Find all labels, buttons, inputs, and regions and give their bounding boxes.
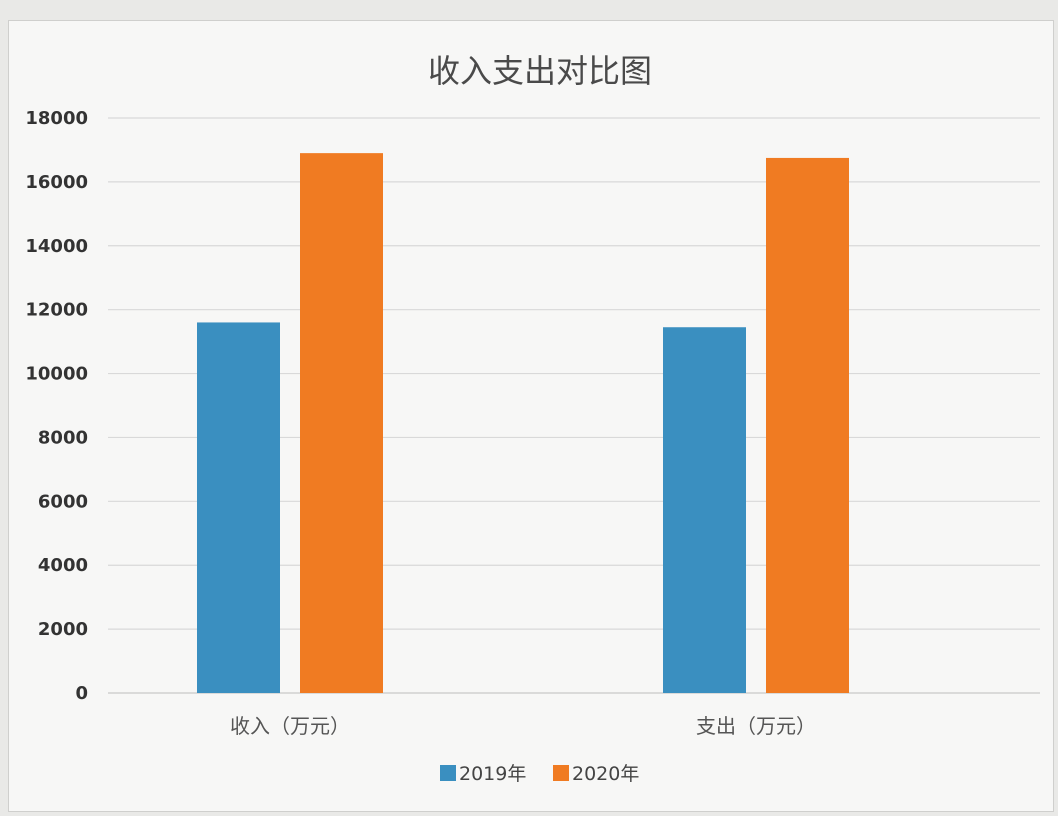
legend-label: 2020年 xyxy=(572,763,639,785)
x-category-label: 支出（万元） xyxy=(696,714,816,738)
y-tick-label: 16000 xyxy=(25,172,88,193)
y-tick-label: 2000 xyxy=(38,619,88,640)
legend-label: 2019年 xyxy=(459,763,526,785)
legend-swatch xyxy=(553,765,569,781)
bar-2019-expense xyxy=(663,327,746,693)
bar-2019-income xyxy=(197,322,280,693)
y-tick-label: 12000 xyxy=(25,300,88,321)
y-tick-label: 0 xyxy=(75,683,88,704)
bars xyxy=(197,153,849,694)
legend: 2019年 2020年 xyxy=(440,763,639,785)
legend-swatch xyxy=(440,765,456,781)
chart-title: 收入支出对比图 xyxy=(428,52,652,90)
y-axis-ticks: 0 2000 4000 6000 8000 10000 12000 14000 16000 180… xyxy=(25,108,88,704)
bar-2020-income xyxy=(300,153,383,693)
y-tick-label: 14000 xyxy=(25,236,88,257)
y-tick-label: 4000 xyxy=(38,555,88,576)
y-tick-label: 10000 xyxy=(25,364,88,385)
y-tick-label: 6000 xyxy=(38,491,88,512)
bar-2020-expense xyxy=(766,157,849,694)
x-category-label: 收入（万元） xyxy=(230,714,350,738)
x-axis-categories: 收入（万元） 支出（万元） xyxy=(230,714,816,738)
chart-frame xyxy=(8,20,1054,812)
y-tick-label: 8000 xyxy=(38,427,88,448)
y-tick-label: 18000 xyxy=(25,108,88,129)
